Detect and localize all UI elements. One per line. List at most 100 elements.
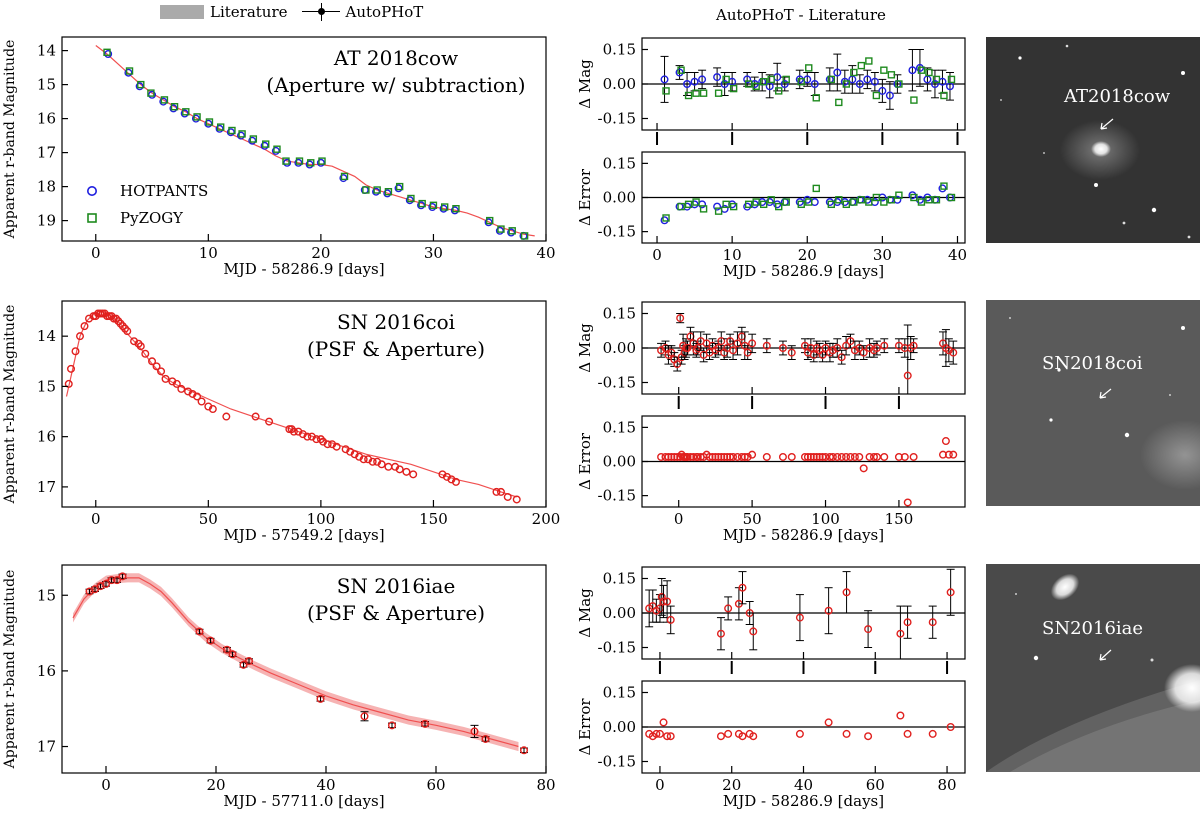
data-point xyxy=(670,452,679,461)
data-point xyxy=(316,158,325,167)
data-point xyxy=(204,119,213,128)
data-point xyxy=(869,452,878,461)
data-point xyxy=(503,492,512,501)
data-point xyxy=(205,118,214,126)
data-point xyxy=(429,201,438,210)
plot-area xyxy=(95,45,535,240)
data-point xyxy=(170,102,179,111)
data-point xyxy=(340,172,349,181)
data-point xyxy=(720,452,729,461)
y-axis-label: Δ Error xyxy=(576,432,594,490)
data-point xyxy=(738,732,747,741)
data-point xyxy=(76,332,85,341)
data-point xyxy=(714,452,723,461)
chart-title: SN 2016iae xyxy=(337,574,456,598)
data-point xyxy=(271,146,280,155)
chart-title: SN 2016coi xyxy=(337,310,455,334)
y-tick-label: -0.15 xyxy=(598,223,636,241)
data-point xyxy=(828,346,837,355)
data-point xyxy=(803,195,812,204)
chart-iae_derr: 0 20 40 60 80 0.15 0.00 -0.15 MJD - 58286.9 [day… xyxy=(576,680,966,810)
data-point xyxy=(667,452,676,461)
data-point xyxy=(795,198,804,207)
data-point xyxy=(865,452,874,461)
data-point xyxy=(767,75,775,84)
data-point xyxy=(520,746,529,755)
literature-swatch xyxy=(160,5,204,19)
data-point xyxy=(160,96,169,104)
data-point xyxy=(872,452,881,461)
data-point xyxy=(778,452,787,461)
x-tick-label: 10 xyxy=(723,246,742,264)
data-point xyxy=(842,341,851,350)
x-tick-label: 100 xyxy=(811,510,840,528)
data-point xyxy=(880,452,889,461)
data-point xyxy=(177,384,186,393)
x-tick-label: 40 xyxy=(948,246,967,264)
data-point xyxy=(180,109,189,118)
data-point xyxy=(815,452,824,461)
data-point xyxy=(495,226,504,235)
data-point xyxy=(666,732,675,741)
y-tick-label: 0.00 xyxy=(603,339,636,357)
x-tick-label: 30 xyxy=(424,244,443,262)
data-point xyxy=(778,344,787,353)
cutout-image-sn2016iae: SN2016iae xyxy=(986,564,1200,772)
plot-area xyxy=(642,711,965,741)
y-tick-label: 0.00 xyxy=(603,189,636,207)
data-point xyxy=(318,157,326,165)
data-point xyxy=(850,68,858,77)
cutout-image-at2018cow: AT2018cow xyxy=(986,37,1200,243)
plot-area xyxy=(642,313,965,394)
data-point xyxy=(748,339,757,348)
data-point xyxy=(743,452,752,461)
data-point xyxy=(837,452,846,461)
data-point xyxy=(677,202,685,211)
data-point xyxy=(402,467,411,476)
data-point xyxy=(803,452,812,461)
data-point xyxy=(384,462,393,471)
data-point xyxy=(842,200,851,209)
x-axis-label: MJD - 57711.0 [days] xyxy=(223,792,384,810)
data-point xyxy=(683,79,692,88)
data-point xyxy=(673,452,682,461)
data-point xyxy=(236,131,245,140)
data-point xyxy=(215,124,224,133)
data-point xyxy=(824,718,833,727)
chart-iae_lc: 0 20 40 60 80 15 16 17 MJD - 57711.0 [days] Appar… xyxy=(2,564,556,810)
data-point xyxy=(362,186,370,194)
data-point xyxy=(373,186,381,194)
data-point xyxy=(947,193,956,202)
data-point xyxy=(197,397,206,406)
y-tick-label: 15 xyxy=(37,586,56,604)
residual-column-title: AutoPHoT - Literature xyxy=(716,6,886,24)
data-point xyxy=(855,344,864,353)
y-axis-label: Δ Mag xyxy=(576,588,594,638)
data-point xyxy=(226,128,235,137)
x-axis-label: MJD - 58286.9 [days] xyxy=(723,262,884,280)
data-point xyxy=(749,732,758,741)
x-tick-label: 20 xyxy=(798,246,817,264)
autophot-marker-icon xyxy=(301,3,340,21)
data-point xyxy=(71,347,80,356)
y-axis-label: Δ Mag xyxy=(576,59,594,109)
data-point xyxy=(323,440,332,449)
data-point xyxy=(80,322,89,331)
data-point xyxy=(855,79,864,88)
data-point xyxy=(833,344,842,353)
data-point xyxy=(805,64,813,72)
data-point xyxy=(722,75,730,84)
x-tick-label: 20 xyxy=(722,776,741,794)
data-point xyxy=(372,187,381,196)
data-point xyxy=(938,184,947,193)
data-point xyxy=(878,86,887,95)
data-point xyxy=(752,198,760,206)
data-point xyxy=(833,68,842,77)
data-point xyxy=(690,77,699,86)
data-point xyxy=(193,113,201,121)
data-point xyxy=(520,232,529,240)
data-point xyxy=(147,89,155,97)
x-tick-label: 0 xyxy=(655,776,665,794)
data-point xyxy=(910,96,918,104)
data-point xyxy=(368,457,377,466)
